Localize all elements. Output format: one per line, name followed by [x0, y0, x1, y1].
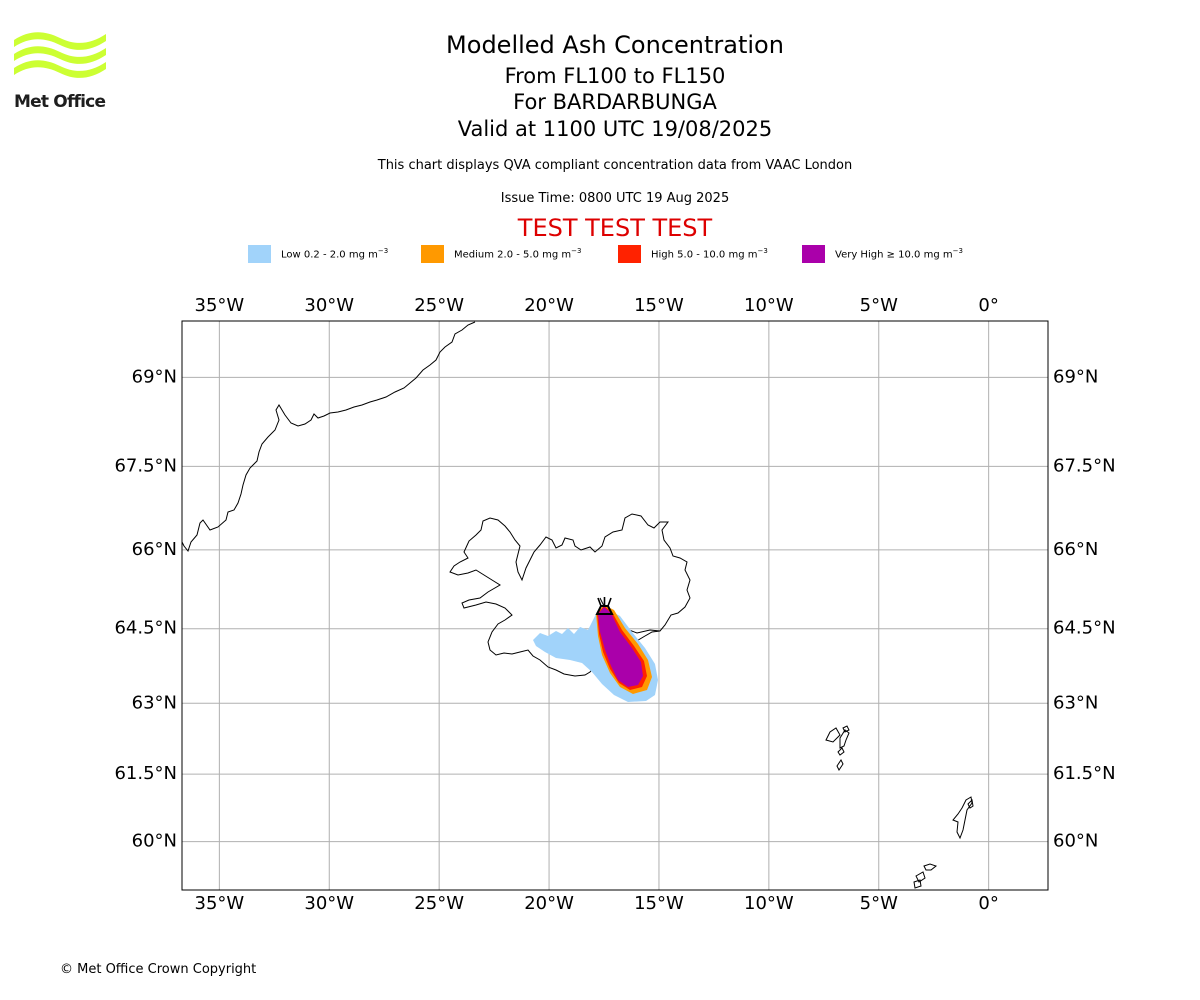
orkney-island-1 [915, 871, 926, 883]
legend-label-low: Low 0.2 - 2.0 mg m−3 [281, 247, 389, 261]
shetland-mainland [952, 796, 973, 840]
lon-tick-label-top: 5°W [860, 295, 898, 316]
lon-tick-label-bottom: 30°W [304, 893, 354, 914]
faroe-island-4 [837, 747, 845, 756]
validity-subtitle: Valid at 1100 UTC 19/08/2025 [457, 117, 773, 141]
orkney-island-3 [923, 863, 938, 871]
ash-contour-very-high [598, 607, 643, 687]
lon-tick-label-top: 25°W [414, 295, 464, 316]
legend-item-very-high: Very High ≥ 10.0 mg m−3 [802, 244, 963, 264]
volcano-subtitle: For BARDARBUNGA [513, 90, 717, 114]
legend-swatch-very-high [802, 245, 825, 263]
lon-tick-label-bottom: 0° [978, 893, 998, 914]
legend-swatch-medium [421, 245, 444, 263]
greenland-coastline [181, 321, 476, 553]
lat-tick-label-right: 66°N [1053, 539, 1098, 560]
chart-title: Modelled Ash Concentration [446, 31, 784, 59]
lon-tick-label-top: 15°W [634, 295, 684, 316]
lon-tick-label-top: 0° [978, 295, 998, 316]
faroe-island-3 [842, 725, 850, 733]
faroe-island-1 [825, 727, 841, 743]
lat-tick-label-right: 63°N [1053, 692, 1098, 713]
met-office-logo-waves-icon [14, 32, 106, 78]
met-office-logo-text: Met Office [14, 92, 106, 112]
map-tick-labels: 35°W 35°W 30°W 30°W 25°W 25°W 20°W 20°W 15°W 15°W… [114, 295, 1115, 914]
map-frame [181, 320, 1049, 891]
volcano-marker-icon [595, 597, 614, 615]
lat-tick-label-left: 61.5°N [114, 763, 177, 784]
legend-item-high: High 5.0 - 10.0 mg m−3 [618, 244, 768, 264]
lat-tick-label-right: 67.5°N [1053, 455, 1116, 476]
lon-tick-label-bottom: 35°W [195, 893, 245, 914]
lat-tick-label-right: 61.5°N [1053, 763, 1116, 784]
lat-tick-label-right: 60°N [1053, 831, 1098, 852]
legend-label-high: High 5.0 - 10.0 mg m−3 [651, 247, 768, 261]
issue-time: Issue Time: 0800 UTC 19 Aug 2025 [500, 191, 730, 206]
shetland-island-small [967, 798, 974, 809]
lat-tick-label-left: 67.5°N [114, 455, 177, 476]
lat-tick-label-left: 63°N [132, 692, 177, 713]
lon-tick-label-top: 35°W [195, 295, 245, 316]
test-banner: TEST TEST TEST [517, 214, 713, 242]
lon-tick-label-top: 30°W [304, 295, 354, 316]
lat-tick-label-right: 64.5°N [1053, 618, 1116, 639]
lon-tick-label-bottom: 25°W [414, 893, 464, 914]
lon-tick-label-top: 10°W [744, 295, 794, 316]
faroe-island-5 [836, 759, 844, 771]
orkney-island-2 [913, 879, 922, 889]
lon-tick-label-bottom: 5°W [860, 893, 898, 914]
legend-label-medium: Medium 2.0 - 5.0 mg m−3 [454, 247, 582, 261]
lon-tick-label-top: 20°W [524, 295, 574, 316]
lon-tick-label-bottom: 10°W [744, 893, 794, 914]
legend-item-medium: Medium 2.0 - 5.0 mg m−3 [421, 244, 581, 264]
legend-swatch-high [618, 245, 641, 263]
lat-tick-label-left: 60°N [132, 831, 177, 852]
map-gridlines [182, 321, 1048, 890]
chart-description: This chart displays QVA compliant concen… [377, 158, 853, 173]
lon-tick-label-bottom: 15°W [634, 893, 684, 914]
legend-label-very-high: Very High ≥ 10.0 mg m−3 [835, 247, 963, 261]
legend-swatch-low [248, 245, 271, 263]
lat-tick-label-left: 64.5°N [114, 618, 177, 639]
faroe-island-2 [839, 729, 850, 749]
flight-level-subtitle: From FL100 to FL150 [504, 64, 726, 88]
lat-tick-label-right: 69°N [1053, 366, 1098, 387]
iceland-coastline [449, 513, 691, 677]
lat-tick-label-left: 66°N [132, 539, 177, 560]
lat-tick-label-left: 69°N [132, 366, 177, 387]
copyright-notice: © Met Office Crown Copyright [60, 962, 257, 977]
lon-tick-label-bottom: 20°W [524, 893, 574, 914]
legend-item-low: Low 0.2 - 2.0 mg m−3 [248, 244, 388, 264]
